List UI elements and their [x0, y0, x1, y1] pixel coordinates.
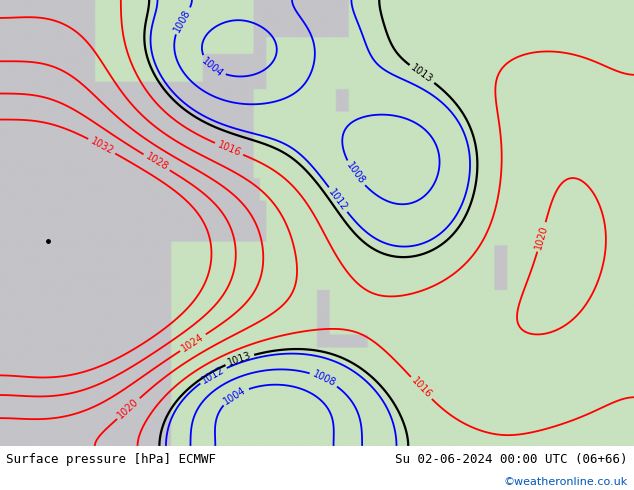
Text: 1012: 1012: [327, 187, 349, 213]
Text: 1008: 1008: [344, 161, 366, 186]
Text: ©weatheronline.co.uk: ©weatheronline.co.uk: [503, 477, 628, 487]
Text: 1028: 1028: [143, 152, 170, 173]
Text: 1004: 1004: [222, 385, 248, 406]
Text: 1008: 1008: [311, 369, 337, 389]
Text: 1004: 1004: [200, 55, 225, 79]
Text: 1016: 1016: [216, 140, 242, 158]
Text: 1032: 1032: [89, 136, 115, 156]
Text: 1020: 1020: [116, 396, 141, 420]
Text: 1013: 1013: [409, 63, 435, 85]
Text: Surface pressure [hPa] ECMWF: Surface pressure [hPa] ECMWF: [6, 453, 216, 466]
Text: Su 02-06-2024 00:00 UTC (06+66): Su 02-06-2024 00:00 UTC (06+66): [395, 453, 628, 466]
Text: 1016: 1016: [409, 376, 433, 400]
Text: 1024: 1024: [180, 332, 206, 354]
Text: 1008: 1008: [172, 7, 193, 34]
Text: 1012: 1012: [200, 365, 226, 386]
Text: 1013: 1013: [226, 350, 253, 368]
Text: 1020: 1020: [533, 224, 550, 250]
